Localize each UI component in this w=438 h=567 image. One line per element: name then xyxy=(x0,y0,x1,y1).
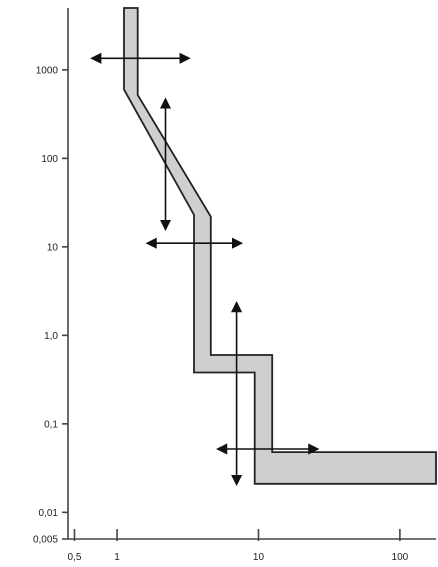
y-tick-label: 1,0 xyxy=(44,331,58,342)
y-tick-label: 0,1 xyxy=(44,419,58,430)
y-tick-label: 1000 xyxy=(36,65,59,76)
y-tick-label: 0,005 xyxy=(33,535,58,546)
x-tick-label: 1 xyxy=(114,552,120,563)
x-tick-label: 10 xyxy=(253,552,265,563)
y-tick-label: 10 xyxy=(47,242,59,253)
y-tick-label: 100 xyxy=(41,154,58,165)
y-tick-label: 0,01 xyxy=(39,508,59,519)
tolerance-band xyxy=(123,7,437,485)
x-tick-label: 0,5 xyxy=(68,552,82,563)
x-tick-label: 100 xyxy=(392,552,409,563)
